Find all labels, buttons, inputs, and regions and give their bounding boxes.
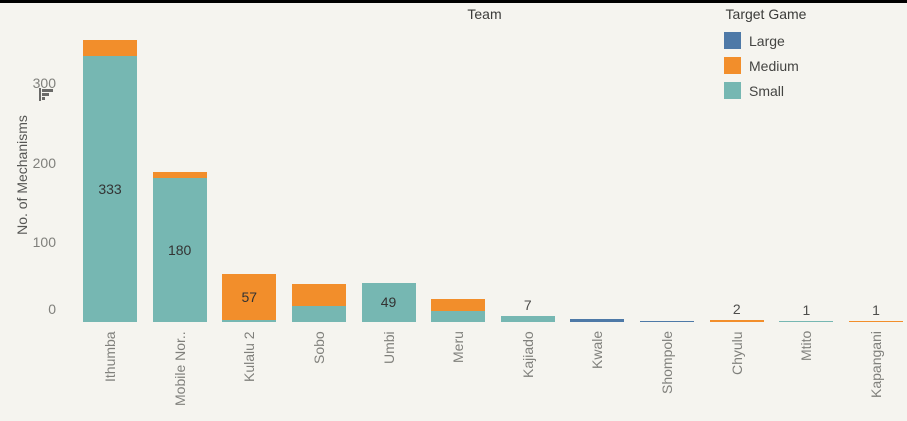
x-axis-label-sobo[interactable]: Sobo	[310, 331, 327, 364]
x-axis-label-mobile-nor[interactable]: Mobile Nor..	[171, 331, 188, 406]
y-axis-tick-0: 0	[48, 301, 56, 317]
bar-value-label-ithumba: 333	[98, 181, 122, 198]
x-axis-label-kulalu-2[interactable]: Kulalu 2	[241, 331, 258, 382]
bar-value-label-mtito: 1	[802, 302, 811, 319]
bar-segment-small-ithumba[interactable]	[83, 56, 137, 322]
sort-descending-icon[interactable]	[39, 88, 55, 101]
bar-segment-small-mtito[interactable]	[779, 321, 834, 322]
bar-segment-large-kwale[interactable]	[570, 318, 625, 322]
bar-segment-medium-kapangani[interactable]	[849, 321, 904, 322]
x-axis-label-meru[interactable]: Meru	[450, 331, 467, 363]
x-axis-label-shompole[interactable]: Shompole	[659, 331, 676, 395]
x-axis-label-mtito[interactable]: Mtito	[798, 331, 815, 362]
x-axis-label-kajiado[interactable]: Kajiado	[519, 331, 536, 378]
bar-segment-small-kulalu-2[interactable]	[222, 319, 277, 322]
bar-segment-medium-mobile-nor[interactable]	[152, 172, 207, 179]
y-axis-tick-200: 200	[32, 154, 56, 171]
legend-title: Target Game	[725, 6, 807, 22]
bar-segment-small-umbi[interactable]	[361, 282, 416, 322]
legend-items: Large Medium Small	[666, 32, 866, 99]
bar-segment-small-meru[interactable]	[431, 310, 486, 322]
legend: Target Game Large Medium Small	[666, 7, 866, 107]
bar-value-label-kapangani: 1	[872, 302, 880, 319]
legend-item-small[interactable]: Small	[666, 82, 866, 99]
x-axis-label-kapangani[interactable]: Kapangani	[868, 331, 885, 398]
window-top-edge	[0, 0, 907, 3]
x-axis-label-ithumba[interactable]: Ithumba	[102, 331, 118, 382]
legend-label-small: Small	[749, 82, 785, 99]
x-axis-label-chyulu[interactable]: Chyulu	[728, 331, 745, 375]
legend-swatch-small	[724, 82, 741, 99]
bar-value-label-kulalu-2: 57	[241, 288, 258, 305]
bar-value-label-umbi: 49	[380, 294, 397, 311]
bar-segment-medium-sobo[interactable]	[291, 283, 346, 307]
bar-segment-small-sobo[interactable]	[291, 306, 346, 322]
bar-segment-medium-kulalu-2[interactable]	[222, 274, 277, 320]
column-header-team: Team	[467, 6, 502, 22]
bar-segment-small-kajiado[interactable]	[500, 316, 555, 322]
bar-value-label-kajiado: 7	[523, 297, 532, 314]
x-axis-label-kwale[interactable]: Kwale	[589, 331, 606, 370]
bar-segment-medium-chyulu[interactable]	[709, 320, 764, 322]
legend-label-large: Large	[749, 32, 785, 49]
bar-segment-medium-meru[interactable]	[431, 298, 486, 311]
bar-segment-medium-ithumba[interactable]	[83, 39, 137, 57]
y-axis-tick-300: 300	[32, 74, 56, 91]
x-axis-label-umbi[interactable]: Umbi	[380, 331, 397, 364]
y-axis-title: No. of Mechanisms	[14, 115, 30, 235]
bar-value-label-chyulu: 2	[732, 301, 741, 318]
bar-segment-large-shompole[interactable]	[640, 321, 695, 322]
bar-segment-small-mobile-nor[interactable]	[152, 178, 207, 322]
y-axis-tick-100: 100	[32, 234, 56, 251]
legend-item-large[interactable]: Large	[666, 32, 866, 49]
bar-value-label-mobile-nor: 180	[167, 242, 192, 259]
legend-swatch-large	[724, 32, 741, 49]
legend-item-medium[interactable]: Medium	[666, 57, 866, 74]
legend-swatch-medium	[724, 57, 741, 74]
legend-label-medium: Medium	[749, 57, 799, 74]
